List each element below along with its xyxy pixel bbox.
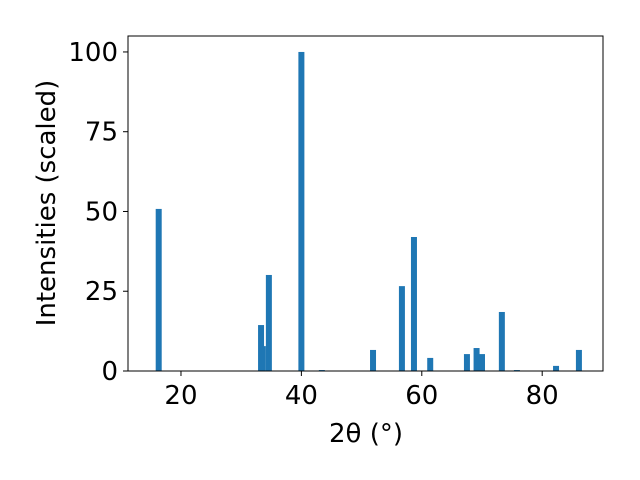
plot-frame [127,35,604,372]
x-axis-label: 2θ (°) [329,419,403,449]
y-tick-label: 75 [85,118,118,148]
bar [553,365,560,371]
bar [155,208,162,371]
bar [463,354,470,371]
bar [498,311,505,371]
bar [398,286,405,371]
x-tick-label: 60 [405,381,438,411]
x-tick-label: 40 [285,381,318,411]
y-tick-label: 0 [101,357,118,387]
y-tick-label: 25 [85,277,118,307]
y-tick-label: 50 [85,197,118,227]
bar [427,357,434,371]
y-tick-label: 100 [68,38,118,68]
bar [473,348,480,371]
bar [370,349,377,371]
bar [410,237,417,371]
bar [298,51,305,371]
bar [265,274,272,371]
y-axis-label: Intensities (scaled) [32,80,62,327]
bar [478,354,485,371]
x-tick-label: 20 [164,381,197,411]
x-tick-label: 80 [526,381,559,411]
bar [575,349,582,371]
bar [259,346,266,371]
